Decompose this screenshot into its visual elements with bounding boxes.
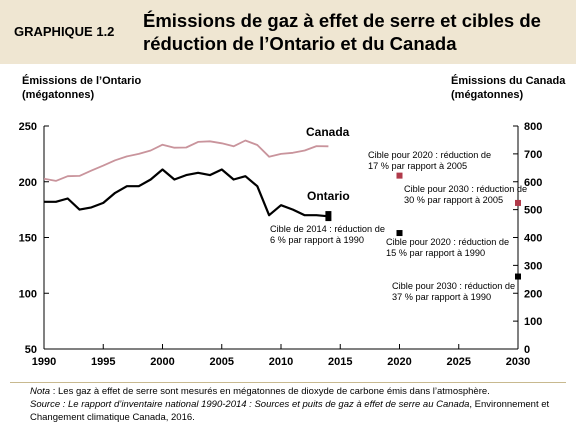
target-marker <box>396 230 403 237</box>
x-axis-tick-label: 2005 <box>210 356 234 368</box>
figure-title: Émissions de gaz à effet de serre et cib… <box>143 10 541 54</box>
source-text: , Environnement et Changement climatique… <box>30 399 550 423</box>
target-marker <box>515 199 521 206</box>
left-axis-tick-label: 150 <box>19 233 37 245</box>
right-axis-tick-label: 400 <box>524 233 542 245</box>
left-axis-title-line-1: Émissions de l’Ontario <box>22 75 142 87</box>
left-axis-title: Émissions de l’Ontario (mégatonnes) <box>22 74 141 102</box>
target-annotation: Cible pour 2030 : réduction de 30 % par r… <box>404 184 527 205</box>
source-label: Source : Le rapport d’inventaire nationa… <box>30 399 470 410</box>
series-label-ontario: Ontario <box>307 189 350 203</box>
target-marker <box>396 172 403 179</box>
note-text: : Les gaz à effet de serre sont mesurés … <box>50 386 490 397</box>
right-axis-tick-label: 600 <box>524 177 542 189</box>
series-line-ontario <box>44 168 329 218</box>
figure-label: GRAPHIQUE 1.2 <box>14 24 115 39</box>
left-axis-tick-label: 250 <box>19 121 37 133</box>
series-line-canada <box>43 139 329 182</box>
notes: Nota : Les gaz à effet de serre sont mes… <box>30 385 550 424</box>
target-marker <box>325 211 332 222</box>
right-axis-tick-label: 700 <box>524 149 542 161</box>
x-axis-tick-label: 1995 <box>91 356 115 368</box>
x-axis-tick-label: 2020 <box>387 356 411 368</box>
left-axis-tick-label: 50 <box>25 344 37 356</box>
right-axis-tick-label: 800 <box>524 121 542 133</box>
target-marker <box>515 273 521 280</box>
x-axis-tick-label: 2010 <box>269 356 293 368</box>
left-axis-title-line-2: (mégatonnes) <box>22 89 95 101</box>
bottom-rule <box>10 382 566 383</box>
right-axis-tick-label: 300 <box>524 260 542 272</box>
note-line: Nota : Les gaz à effet de serre sont mes… <box>30 385 550 398</box>
figure-header: GRAPHIQUE 1.2 Émissions de gaz à effet d… <box>0 0 576 64</box>
right-axis-title: Émissions du Canada (mégatonnes) <box>451 74 565 102</box>
x-axis-tick-label: 2025 <box>447 356 471 368</box>
series-label-canada: Canada <box>306 125 350 139</box>
note-label: Nota <box>30 386 51 397</box>
target-annotation: Cible pour 2020 : réduction de 17 % par r… <box>368 150 491 171</box>
source-line: Source : Le rapport d’inventaire nationa… <box>30 398 550 424</box>
right-axis-tick-label: 0 <box>524 344 530 356</box>
x-axis-tick-label: 2015 <box>328 356 352 368</box>
target-annotation: Cible pour 2030 : réduction de 37 % par r… <box>392 281 515 302</box>
right-axis-tick-label: 200 <box>524 288 542 300</box>
right-axis-title-line-2: (mégatonnes) <box>451 89 524 101</box>
x-axis-tick-label: 2030 <box>506 356 530 368</box>
target-annotation: Cible de 2014 : réduction de 6 % par rapp… <box>270 224 385 245</box>
right-axis-tick-label: 100 <box>524 316 542 328</box>
x-axis-tick-label: 2000 <box>150 356 174 368</box>
right-axis-title-line-1: Émissions du Canada <box>451 75 566 87</box>
left-axis-tick-label: 200 <box>19 177 37 189</box>
x-axis-tick-label: 1990 <box>32 356 56 368</box>
right-axis-tick-label: 500 <box>524 205 542 217</box>
left-axis-tick-label: 100 <box>19 288 37 300</box>
target-annotation: Cible pour 2020 : réduction de 15 % par r… <box>386 237 509 258</box>
